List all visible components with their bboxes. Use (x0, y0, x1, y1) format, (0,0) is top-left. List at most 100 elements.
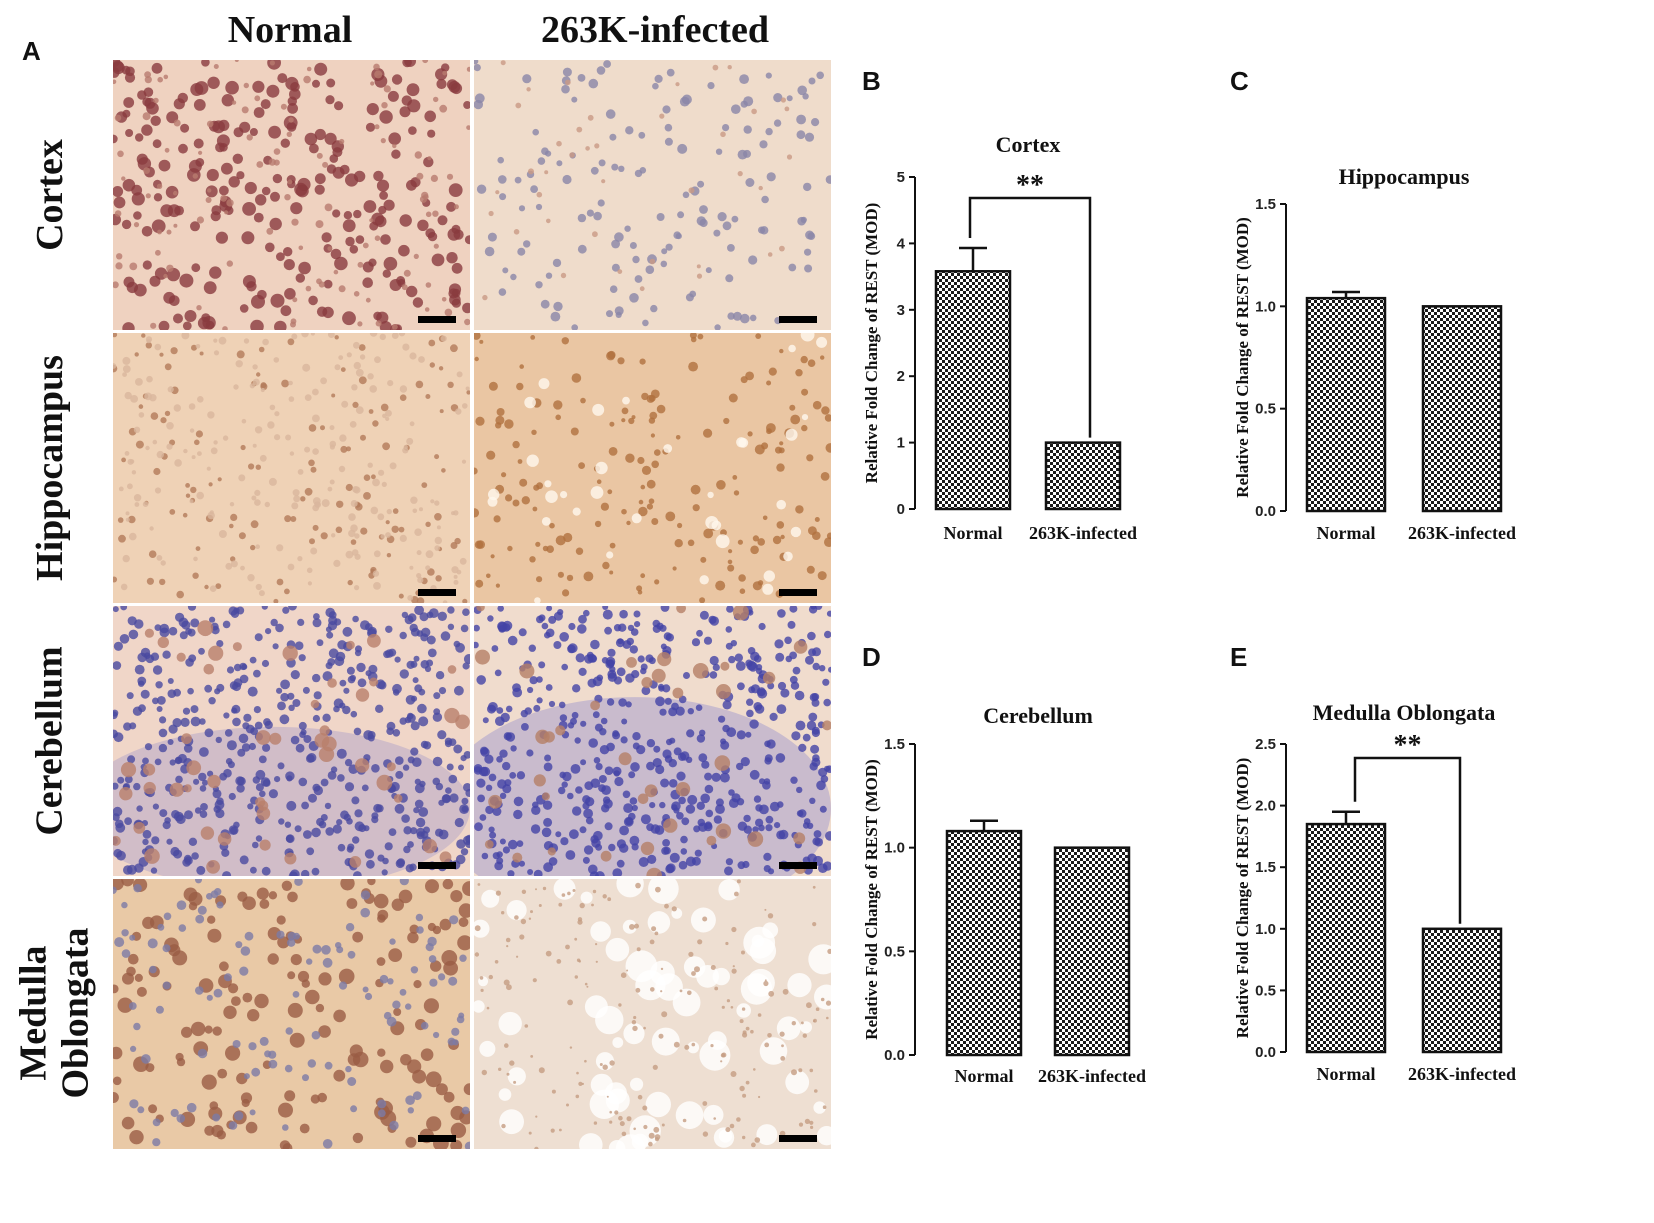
cell (534, 1146, 539, 1149)
cell (416, 926, 424, 934)
cell (772, 535, 782, 545)
cell (216, 640, 224, 648)
cell (229, 523, 234, 529)
cell (474, 641, 479, 649)
cell (565, 944, 570, 950)
cell (347, 843, 355, 851)
cell (143, 781, 156, 795)
cell (780, 97, 786, 103)
cell (463, 654, 470, 664)
cell (157, 696, 166, 705)
cell (715, 823, 732, 839)
cell (129, 262, 138, 271)
cell (119, 634, 130, 644)
cell (462, 662, 470, 670)
cell (213, 338, 218, 343)
cell (679, 989, 683, 993)
cell (281, 880, 293, 891)
cell (577, 213, 587, 223)
cell (790, 776, 798, 784)
cell (357, 261, 364, 268)
cell (691, 971, 696, 976)
cell (292, 489, 300, 497)
cell (425, 211, 432, 218)
cell (358, 376, 367, 385)
cell (304, 446, 311, 453)
cell (196, 491, 204, 500)
cell (414, 151, 422, 159)
cell (394, 803, 405, 814)
cell (715, 580, 726, 591)
cell (158, 728, 168, 738)
cell (541, 827, 552, 838)
cell (450, 1139, 463, 1149)
cell (195, 344, 201, 349)
cell (630, 762, 640, 772)
cell (434, 545, 441, 551)
cell (243, 82, 249, 89)
cell (798, 1068, 803, 1073)
cell (498, 1088, 512, 1101)
cell (410, 966, 419, 974)
cell (166, 264, 174, 272)
cell (145, 445, 150, 451)
y-tick-label: 0.5 (1255, 401, 1276, 418)
cell (459, 557, 467, 565)
cell (654, 579, 660, 585)
cell (405, 1095, 415, 1105)
cell (526, 749, 534, 757)
cell (553, 301, 563, 312)
cell (136, 805, 143, 812)
cell (765, 72, 772, 79)
cell (641, 677, 653, 688)
cell (487, 496, 498, 507)
cell (475, 649, 490, 665)
cell (745, 1026, 750, 1031)
cell (385, 520, 390, 525)
y-tick-label: 4 (897, 235, 906, 252)
cell (664, 697, 672, 705)
cell (658, 1033, 664, 1039)
cell (640, 663, 648, 671)
cell (438, 366, 444, 371)
cell (287, 891, 298, 903)
cell (662, 839, 670, 847)
cell (332, 824, 342, 834)
cell (598, 159, 606, 167)
cell (609, 542, 616, 549)
cell (741, 1007, 746, 1011)
cell (181, 1026, 193, 1038)
cell (203, 663, 215, 675)
cell (703, 428, 713, 438)
cell (298, 654, 306, 662)
cell (318, 820, 327, 829)
cell (169, 759, 176, 766)
cell (527, 869, 534, 875)
cell (664, 755, 673, 763)
cell (642, 319, 649, 327)
cell (516, 771, 526, 780)
row-label-text: Hippocampus (29, 355, 71, 581)
cell (150, 412, 159, 420)
cell (153, 97, 159, 104)
cell (805, 655, 814, 665)
cell (761, 442, 769, 450)
cell (535, 203, 543, 211)
cell (649, 258, 656, 265)
cell (346, 352, 352, 358)
cell (206, 466, 211, 471)
cell (262, 779, 271, 787)
cell (149, 526, 154, 531)
y-tick-label: 1.5 (1255, 859, 1276, 876)
cell (187, 687, 194, 695)
cell (533, 869, 543, 876)
cell (742, 860, 750, 869)
cell (135, 378, 143, 386)
cell (631, 1020, 637, 1025)
cell (235, 360, 243, 368)
cell (776, 1016, 801, 1041)
cell (252, 378, 260, 386)
cell (705, 267, 712, 274)
cell (377, 680, 387, 690)
cell (665, 511, 676, 522)
